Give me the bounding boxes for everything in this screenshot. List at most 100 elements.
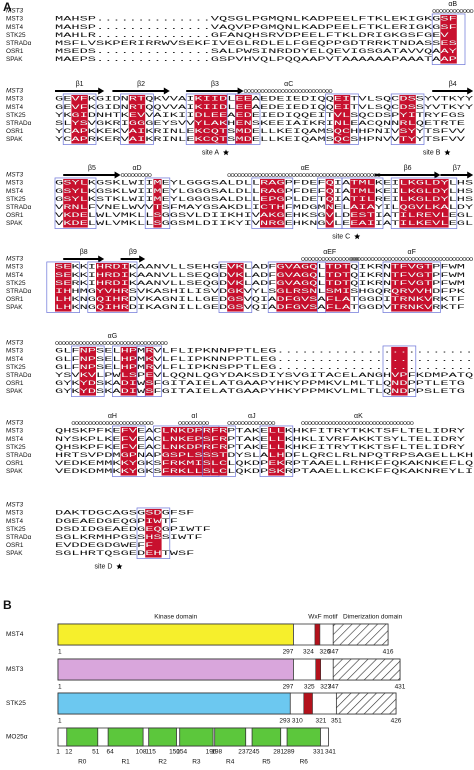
helix-coil — [338, 257, 343, 261]
structure-reference: MST3 — [6, 8, 23, 15]
sequence-name: MST3 — [6, 180, 23, 187]
strand-arrow-head — [139, 255, 146, 263]
helix-coil — [435, 9, 440, 13]
helix-coil — [274, 173, 279, 177]
sequence-name: SPAK — [6, 550, 23, 557]
helix-coil — [119, 341, 124, 345]
helix-coil — [254, 421, 259, 425]
helix-coil — [403, 421, 407, 425]
helix-coil — [311, 89, 316, 93]
ss-label: αJ — [248, 413, 256, 420]
sequence: YKGIDNHTKEVVAIKIIDLEEAEDEIEDIQQEITVLSQCD… — [55, 112, 465, 119]
helix-coil — [341, 421, 346, 425]
sequence: DGEAEDGEQGPIWTF — [55, 518, 178, 525]
helix-coil — [445, 257, 450, 261]
helix-coil — [366, 173, 371, 177]
helix-coil — [349, 173, 354, 177]
conserved-highlight — [153, 178, 162, 228]
helix-coil — [324, 257, 329, 261]
helix-coil — [92, 341, 97, 345]
conserved-highlight — [79, 346, 96, 396]
helix-coil — [359, 173, 364, 177]
conserved-box — [62, 93, 97, 145]
sequence-name: MST4 — [6, 24, 23, 31]
sequence-name: STK25 — [6, 196, 26, 203]
helix-coil — [397, 257, 402, 261]
conserved-box — [325, 93, 359, 145]
sequence: MSFLVSKPERIRRWVSEKFIVEGLRDLELFGEQPPGDTRR… — [55, 40, 457, 47]
helix-coil — [370, 257, 375, 261]
sequence: HRTSVPDMGPNAPGSPLSSSTDYSLALHDFLQRCLRLNPQ… — [55, 452, 474, 459]
residue-number: 1 — [56, 749, 60, 756]
sequence-name: STK25 — [6, 444, 26, 451]
helix-coil — [109, 421, 113, 425]
helix-coil — [89, 341, 93, 345]
helix-coil — [75, 421, 79, 425]
kinase-domain — [57, 692, 291, 715]
helix-coil — [278, 173, 283, 177]
helix-coil — [298, 89, 302, 93]
helix-coil — [98, 421, 103, 425]
residue-number: 347 — [328, 684, 339, 691]
helix-coil — [428, 257, 433, 261]
sequence-name: MST4 — [6, 188, 23, 195]
helix-coil — [230, 173, 235, 177]
helix-coil — [160, 341, 165, 345]
helix-coil — [295, 173, 300, 177]
helix-coil — [291, 89, 296, 93]
ss-label: β8 — [80, 249, 88, 256]
helix-coil — [81, 421, 86, 425]
sequence-name: MST4 — [6, 518, 23, 525]
conserved-box — [390, 93, 425, 145]
residue-number: 237 — [238, 749, 249, 756]
sequence-name: STK25 — [6, 280, 26, 287]
structure-reference: MST3 — [6, 88, 23, 95]
residue-number: 281 — [273, 749, 284, 756]
helix-coil — [321, 421, 326, 425]
sequence-name: STRADα — [6, 534, 32, 541]
helix-coil — [96, 341, 100, 345]
helix-coil — [302, 173, 306, 177]
helix-coil — [449, 9, 454, 13]
ss-label: β9 — [129, 249, 137, 256]
helix-coil — [356, 173, 361, 177]
sequence-conserved: YCAPRKERVAIKRINLEKCQTSMDELLKEIQAMSQCSHPN… — [55, 136, 465, 143]
helix-coil — [284, 89, 289, 93]
sequence-conserved: HRTSVPDMGPNAPGSPLSSSTDYSLALHDFLQRCLRLNPQ… — [55, 452, 474, 459]
residue-number: 12 — [65, 749, 73, 756]
helix-coil — [291, 173, 296, 177]
helix-coil — [109, 341, 114, 345]
repeat-label: R5 — [262, 759, 271, 766]
repeat — [107, 727, 144, 747]
helix-coil — [469, 9, 474, 13]
sequence: VEDKDMMKKYGKSFRKLLSLCLQKDPSKRPTAAELLKCKF… — [55, 468, 474, 475]
sequence-name: STRADα — [6, 120, 32, 127]
helix-coil — [120, 173, 125, 177]
helix-coil — [455, 257, 460, 261]
helix-coil — [288, 173, 293, 177]
helix-coil — [466, 9, 471, 13]
helix-coil — [353, 257, 358, 261]
helix-coil — [271, 173, 276, 177]
wxf-motif — [315, 658, 321, 681]
strand-arrow-head — [434, 171, 441, 179]
conserved-box — [390, 177, 458, 229]
helix-coil — [362, 421, 367, 425]
helix-coil — [409, 421, 414, 425]
helix-coil — [139, 421, 144, 425]
helix-coil — [281, 89, 285, 93]
sequence-name: STRADα — [6, 204, 32, 211]
repeat — [148, 727, 177, 747]
helix-coil — [285, 173, 289, 177]
sequence: QHSKPFKEFVEACLNKDPRFRPTAKELLKHKFITRYTKKT… — [55, 428, 465, 435]
helix-coil — [237, 421, 242, 425]
sequence-name: STRADα — [6, 288, 32, 295]
helix-coil — [386, 421, 390, 425]
residue-number: 326 — [319, 649, 330, 656]
conserved-box — [136, 507, 171, 559]
helix-coil — [141, 173, 145, 177]
conserved-highlight — [210, 426, 228, 476]
residue-number: 310 — [292, 718, 303, 725]
structure-reference: MST3 — [6, 172, 23, 179]
residue-number: 115 — [145, 749, 156, 756]
